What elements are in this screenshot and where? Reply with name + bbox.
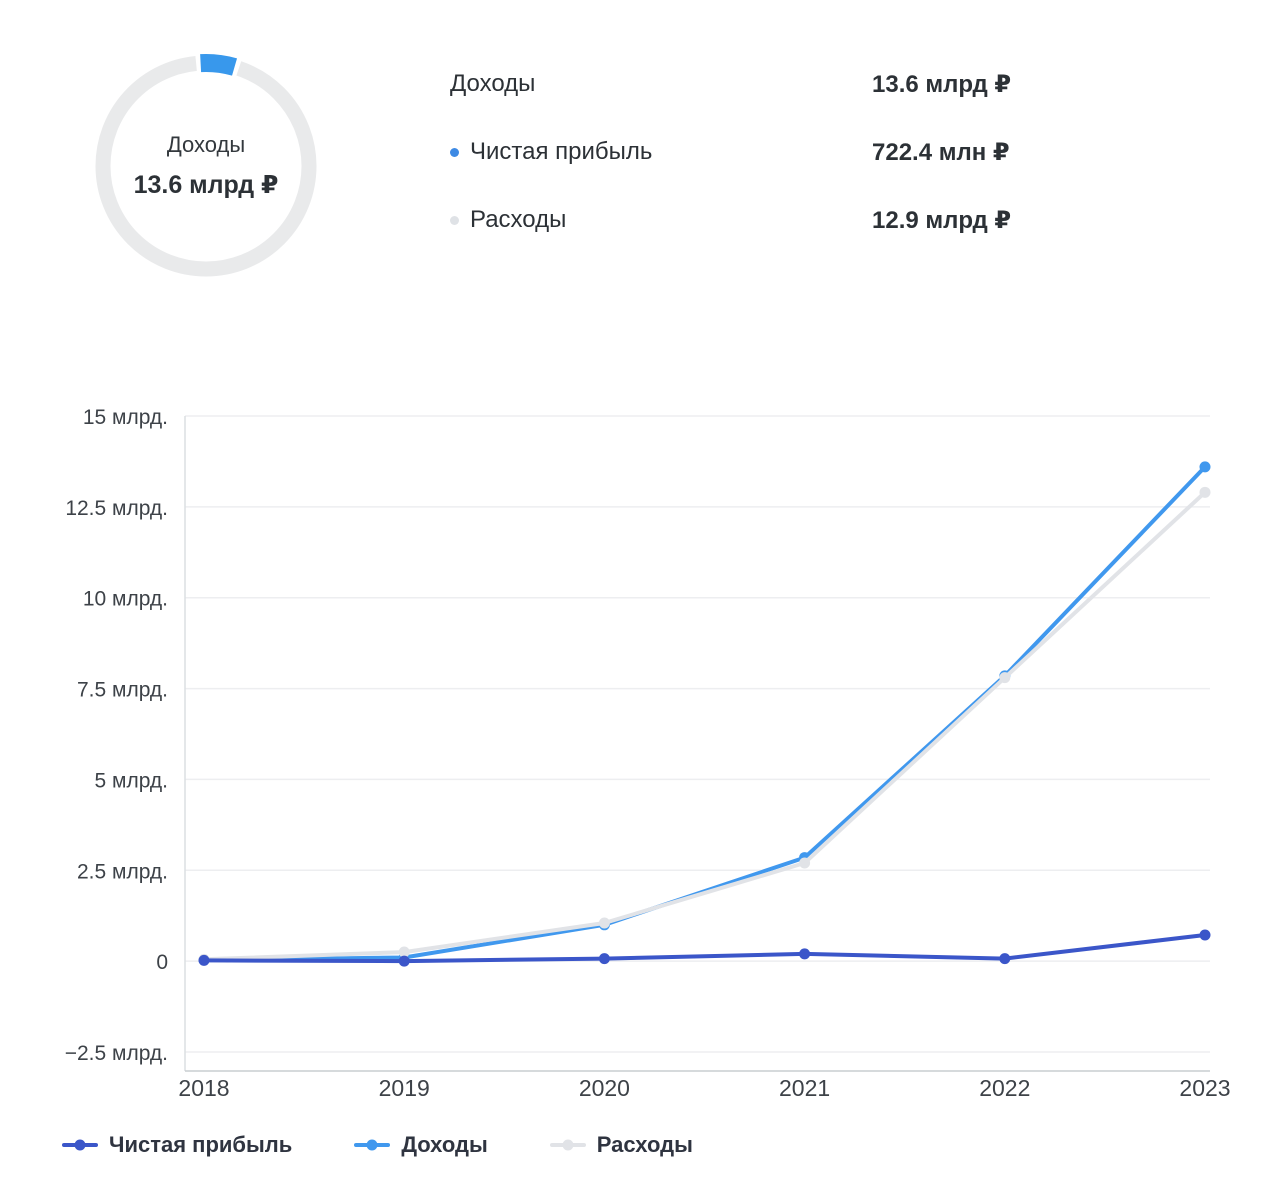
line-chart: 15 млрд. 12.5 млрд. 10 млрд. 7.5 млрд. 5 млр… bbox=[0, 378, 1272, 1118]
legend-item-revenue[interactable]: Доходы bbox=[354, 1132, 488, 1158]
series-dot-icon bbox=[450, 215, 459, 225]
y-tick-label: −2.5 млрд. bbox=[65, 1042, 168, 1065]
summary-row-label: Расходы bbox=[450, 206, 872, 234]
series-point-net-profit[interactable] bbox=[1199, 929, 1211, 941]
chart-legend: Чистая прибыль Доходы Расходы bbox=[62, 1132, 1272, 1158]
legend-label: Чистая прибыль bbox=[109, 1132, 293, 1157]
legend-item-expenses[interactable]: Расходы bbox=[549, 1132, 693, 1158]
summary-row-label: Чистая прибыль bbox=[450, 138, 872, 166]
x-tick-label: 2018 bbox=[178, 1075, 229, 1101]
series-line-revenue bbox=[202, 464, 1207, 963]
legend-swatch-icon bbox=[549, 1139, 586, 1151]
legend-label: Доходы bbox=[401, 1132, 488, 1157]
series-point-net-profit[interactable] bbox=[999, 953, 1011, 965]
donut-svg bbox=[95, 52, 317, 277]
donut-segment-net-profit[interactable] bbox=[200, 54, 238, 76]
x-tick-label: 2021 bbox=[779, 1075, 830, 1101]
series-point-revenue[interactable] bbox=[1199, 461, 1211, 473]
donut-center-value: 13.6 млрд ₽ bbox=[133, 171, 279, 199]
summary-row-value: 12.9 млрд ₽ bbox=[872, 206, 1012, 234]
summary-row-value: 13.6 млрд ₽ bbox=[872, 70, 1012, 98]
legend-swatch-icon bbox=[354, 1139, 391, 1151]
series-point-expenses[interactable] bbox=[999, 672, 1011, 684]
summary-row-value: 722.4 млн ₽ bbox=[872, 138, 1010, 166]
series-point-net-profit[interactable] bbox=[398, 955, 410, 967]
y-tick-label: 15 млрд. bbox=[83, 406, 168, 429]
x-tick-label: 2020 bbox=[579, 1075, 630, 1101]
summary-row-label: Доходы bbox=[450, 70, 872, 98]
series-point-net-profit[interactable] bbox=[198, 954, 210, 966]
x-tick-label: 2022 bbox=[979, 1075, 1030, 1101]
series-dot-icon bbox=[450, 147, 459, 157]
series-point-expenses[interactable] bbox=[598, 917, 610, 929]
y-tick-label: 10 млрд. bbox=[83, 588, 168, 611]
y-tick-label: 12.5 млрд. bbox=[65, 497, 168, 520]
y-tick-label: 5 млрд. bbox=[95, 769, 169, 792]
donut-chart: Доходы 13.6 млрд ₽ bbox=[88, 48, 324, 284]
series-line-net-profit bbox=[202, 933, 1207, 964]
donut-center: Доходы 13.6 млрд ₽ bbox=[88, 48, 324, 284]
x-tick-label: 2019 bbox=[379, 1075, 430, 1101]
summary-row: Доходы 13.6 млрд ₽ bbox=[450, 50, 1110, 118]
summary-row: Расходы 12.9 млрд ₽ bbox=[450, 186, 1110, 254]
series-point-net-profit[interactable] bbox=[598, 953, 610, 965]
summary-row: Чистая прибыль 722.4 млн ₽ bbox=[450, 118, 1110, 186]
legend-item-net-profit[interactable]: Чистая прибыль bbox=[62, 1132, 292, 1158]
legend-swatch-icon bbox=[62, 1139, 98, 1151]
line-chart-svg: 15 млрд. 12.5 млрд. 10 млрд. 7.5 млрд. 5 млр… bbox=[65, 406, 1231, 1101]
y-tick-label: 0 bbox=[156, 951, 168, 974]
summary-section: Доходы 13.6 млрд ₽ Доходы 13.6 млрд ₽ Чист… bbox=[0, 0, 1272, 292]
donut-center-label: Доходы bbox=[166, 132, 246, 157]
series-point-expenses[interactable] bbox=[1199, 486, 1211, 498]
financials-dashboard: Доходы 13.6 млрд ₽ Доходы 13.6 млрд ₽ Чист… bbox=[0, 0, 1272, 1158]
summary-row-title: Чистая прибыль bbox=[470, 138, 653, 165]
legend-label: Расходы bbox=[596, 1132, 693, 1157]
series-point-expenses[interactable] bbox=[799, 857, 811, 869]
summary-table: Доходы 13.6 млрд ₽ Чистая прибыль 722.4 млн… bbox=[450, 50, 1110, 292]
series-line-expenses bbox=[202, 490, 1207, 962]
x-tick-label: 2023 bbox=[1179, 1075, 1230, 1101]
series-point-net-profit[interactable] bbox=[799, 948, 811, 960]
summary-row-title: Расходы bbox=[470, 206, 567, 233]
y-tick-label: 7.5 млрд. bbox=[77, 679, 168, 702]
series-point-expenses[interactable] bbox=[398, 946, 410, 958]
summary-row-title: Доходы bbox=[450, 70, 536, 97]
y-tick-label: 2.5 млрд. bbox=[77, 860, 168, 883]
